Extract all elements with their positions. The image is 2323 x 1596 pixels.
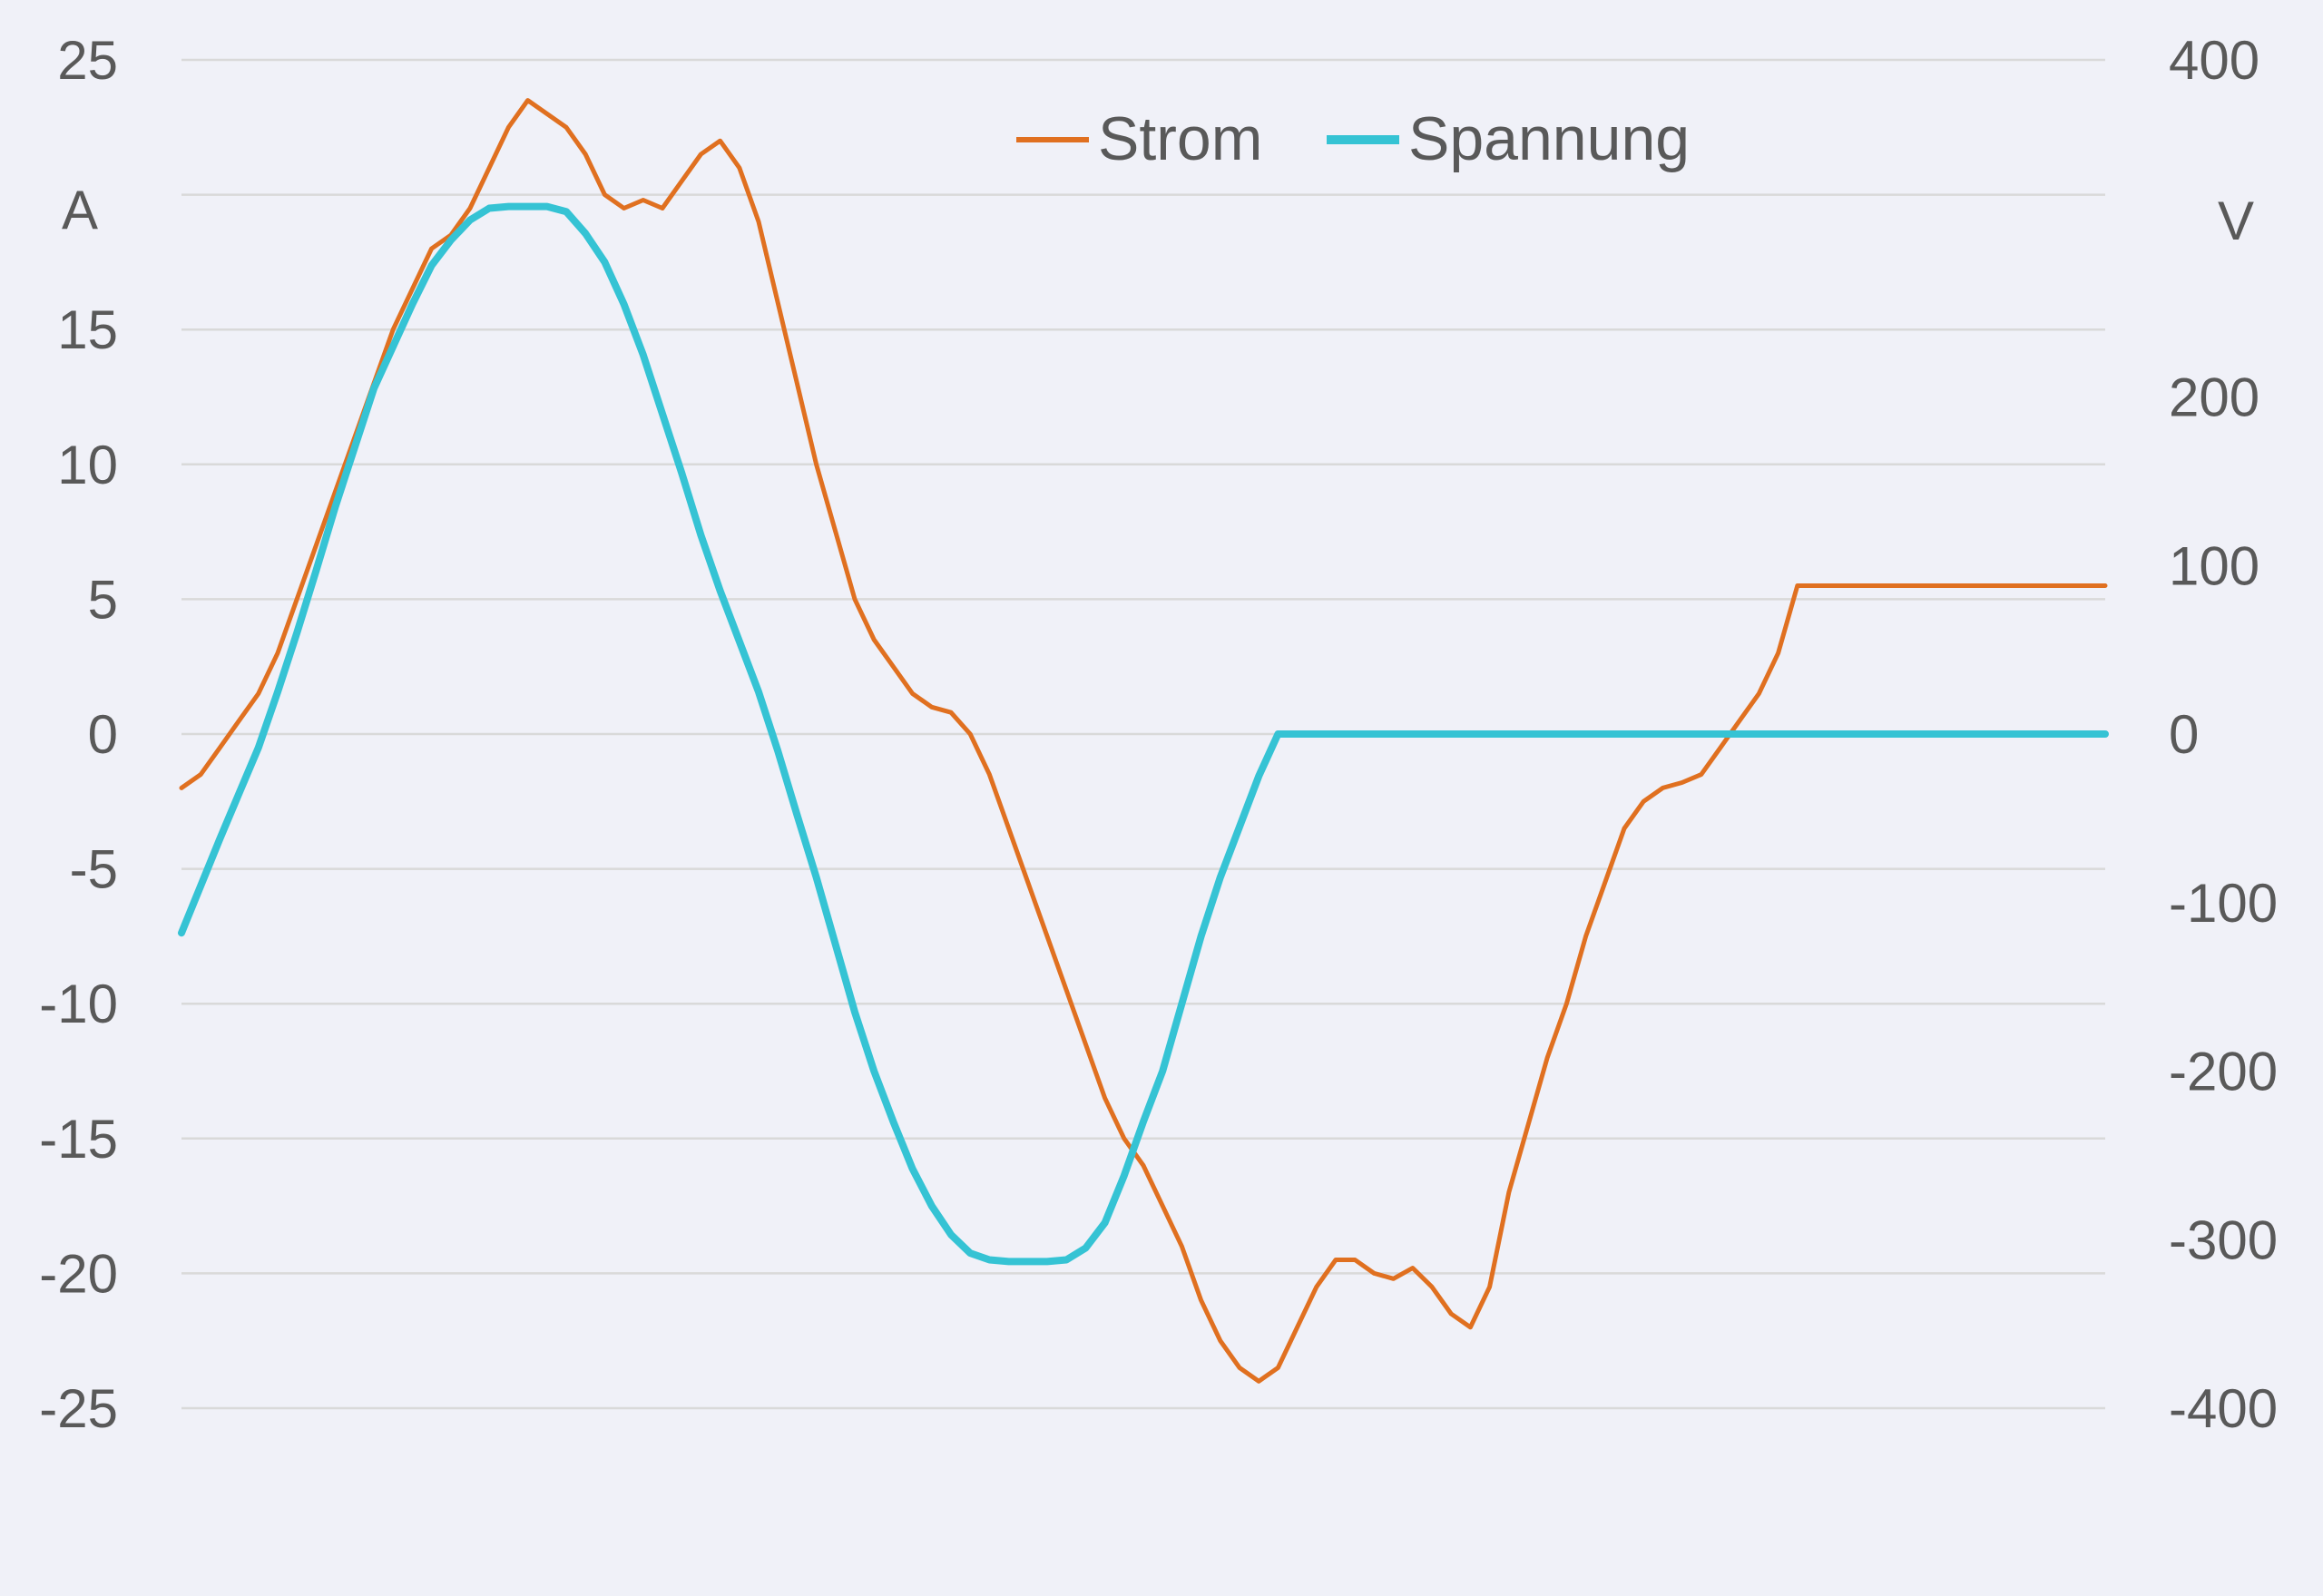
- series-line-spannung: [178, 202, 2109, 1266]
- right-tick-label: 0: [2169, 704, 2199, 765]
- left-tick-label: 10: [57, 435, 118, 495]
- left-tick-label: 15: [57, 299, 118, 360]
- series-line-strom: [179, 98, 2108, 1384]
- grid-lines: [181, 58, 2105, 1410]
- right-axis-label: V: [2218, 191, 2254, 251]
- left-tick-label: -5: [70, 839, 118, 900]
- left-tick-label: -25: [39, 1378, 118, 1439]
- left-tick-label: 25: [57, 30, 118, 91]
- right-tick-label: 100: [2169, 535, 2259, 596]
- left-tick-label: -10: [39, 974, 118, 1034]
- right-axis-ticks: 400 200 100 0 -100 -200 -300 -400: [2169, 30, 2278, 1439]
- left-tick-label: 0: [88, 704, 118, 765]
- right-tick-label: 200: [2169, 367, 2259, 428]
- left-axis-label: A: [62, 180, 98, 240]
- series-group: [178, 98, 2109, 1384]
- right-tick-label: -200: [2169, 1042, 2278, 1102]
- right-tick-label: 400: [2169, 30, 2259, 91]
- left-axis-ticks: 25 15 10 5 0 -5 -10 -15 -20 -25: [39, 30, 118, 1439]
- left-tick-label: 5: [88, 569, 118, 630]
- left-tick-label: -15: [39, 1109, 118, 1170]
- right-tick-label: -300: [2169, 1209, 2278, 1270]
- legend-label-spannung: Spannung: [1408, 104, 1690, 173]
- right-tick-label: -100: [2169, 873, 2278, 934]
- legend-label-strom: Strom: [1098, 104, 1262, 173]
- left-tick-label: -20: [39, 1243, 118, 1304]
- right-tick-label: -400: [2169, 1378, 2278, 1439]
- legend: Strom Spannung: [1016, 104, 1690, 173]
